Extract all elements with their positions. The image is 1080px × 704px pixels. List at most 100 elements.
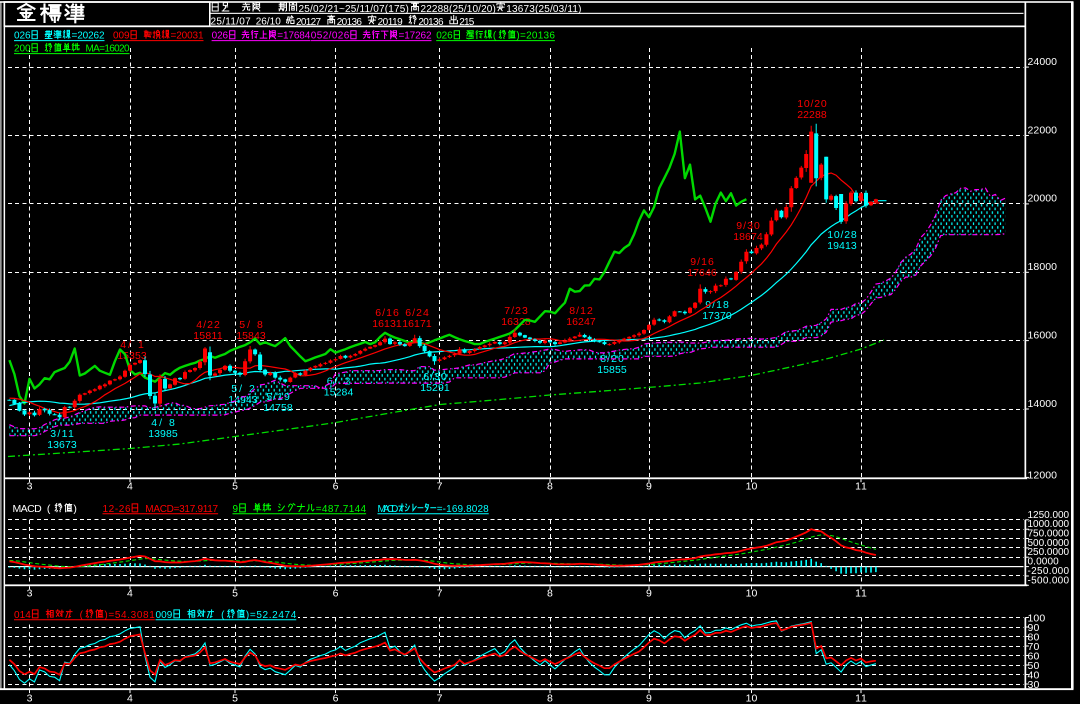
svg-text:1000.000: 1000.000: [1028, 519, 1070, 530]
svg-text:18674: 18674: [733, 231, 763, 243]
svg-text:11: 11: [855, 481, 867, 493]
svg-text:6/24: 6/24: [405, 307, 429, 319]
svg-text:20127: 20127: [296, 17, 322, 28]
svg-text:11: 11: [855, 693, 867, 704]
svg-text:(: (: [47, 503, 51, 515]
svg-text:70: 70: [1028, 641, 1040, 653]
svg-text:)=52.2474: )=52.2474: [246, 610, 297, 621]
svg-text:5: 5: [232, 588, 238, 600]
svg-text:22288: 22288: [797, 109, 827, 121]
svg-text:026: 026: [212, 31, 229, 42]
svg-text:4/22: 4/22: [196, 319, 220, 331]
svg-text:26/10: 26/10: [256, 16, 282, 27]
svg-text:5: 5: [232, 481, 238, 493]
svg-text:MACD=317.9117: MACD=317.9117: [145, 504, 218, 515]
svg-text:MACD: MACD: [378, 504, 399, 515]
svg-text:9/30: 9/30: [736, 220, 760, 232]
svg-text:=-169.8028: =-169.8028: [437, 504, 489, 515]
svg-text:22288(25/10/20): 22288(25/10/20): [421, 4, 496, 15]
svg-text:200: 200: [14, 44, 31, 55]
svg-text:1250.000: 1250.000: [1028, 510, 1070, 521]
svg-text:12000: 12000: [1028, 470, 1058, 482]
svg-text:80: 80: [1028, 631, 1040, 643]
svg-text:60: 60: [1028, 650, 1040, 662]
svg-text:215: 215: [459, 17, 475, 28]
svg-text:6/16: 6/16: [375, 307, 399, 319]
svg-text:9: 9: [233, 504, 239, 515]
svg-text:-250.000: -250.000: [1028, 566, 1070, 577]
svg-text:13673: 13673: [47, 439, 77, 451]
svg-text:17370: 17370: [702, 310, 732, 322]
svg-text:16000: 16000: [1028, 329, 1058, 341]
svg-text:10/28: 10/28: [827, 229, 857, 241]
svg-text:15291: 15291: [420, 382, 450, 394]
svg-text:16171: 16171: [402, 318, 432, 330]
svg-text:7/23: 7/23: [504, 305, 528, 317]
svg-text:25/02/21~25/11/07(175): 25/02/21~25/11/07(175): [299, 4, 409, 15]
svg-text:10: 10: [746, 481, 758, 493]
svg-text:22000: 22000: [1028, 124, 1058, 136]
svg-text:10/20: 10/20: [797, 98, 827, 110]
svg-text:14758: 14758: [263, 402, 293, 414]
svg-text:50: 50: [1028, 660, 1040, 672]
svg-text:100: 100: [1028, 612, 1046, 624]
svg-text:8: 8: [547, 588, 553, 600]
svg-text:7: 7: [437, 588, 443, 600]
svg-text:15811: 15811: [193, 330, 223, 342]
svg-text:)=54.3081: )=54.3081: [104, 610, 155, 621]
svg-text:7: 7: [437, 481, 443, 493]
svg-text:3: 3: [27, 481, 33, 493]
svg-text:13985: 13985: [148, 428, 178, 440]
svg-text:18000: 18000: [1028, 261, 1058, 273]
svg-text:): ): [73, 503, 77, 515]
svg-text:15284: 15284: [324, 387, 354, 399]
svg-text:250.0000: 250.0000: [1028, 547, 1070, 558]
svg-text:13673(25/03/11): 13673(25/03/11): [506, 4, 581, 15]
svg-text:16247: 16247: [566, 316, 596, 328]
svg-text:6: 6: [333, 693, 339, 704]
svg-text:9: 9: [646, 481, 652, 493]
svg-text:10: 10: [746, 693, 758, 704]
svg-text:11: 11: [855, 588, 867, 600]
svg-text:15843: 15843: [236, 330, 266, 342]
svg-text:17646: 17646: [687, 267, 717, 279]
svg-text:25/11/07: 25/11/07: [211, 16, 252, 27]
svg-text:90: 90: [1028, 622, 1040, 634]
svg-text:0.0000: 0.0000: [1028, 557, 1060, 568]
svg-text:20136: 20136: [418, 17, 444, 28]
svg-text:750.0000: 750.0000: [1028, 529, 1070, 540]
svg-text:24000: 24000: [1028, 56, 1058, 68]
svg-text:6: 6: [333, 588, 339, 600]
svg-text:=17262: =17262: [399, 31, 432, 42]
svg-text:3: 3: [27, 588, 33, 600]
svg-text:3: 3: [27, 693, 33, 704]
svg-text:6: 6: [333, 481, 339, 493]
svg-text:026: 026: [14, 31, 31, 42]
svg-text:052/026: 052/026: [311, 31, 350, 42]
svg-text:19413: 19413: [827, 240, 857, 252]
svg-text:4: 4: [127, 693, 133, 704]
svg-text:16131: 16131: [372, 318, 402, 330]
svg-text:9: 9: [646, 693, 652, 704]
svg-text:(: (: [80, 610, 84, 621]
svg-text:MA=16020: MA=16020: [86, 44, 130, 55]
svg-text:(: (: [221, 610, 225, 621]
svg-text:30: 30: [1028, 679, 1040, 691]
svg-text:14000: 14000: [1028, 398, 1058, 410]
svg-text:15855: 15855: [597, 364, 627, 376]
svg-text:8/12: 8/12: [569, 305, 593, 317]
svg-text:9: 9: [646, 588, 652, 600]
svg-text:014: 014: [14, 610, 31, 621]
svg-text:12-26: 12-26: [103, 504, 131, 515]
svg-text:026: 026: [436, 31, 453, 42]
svg-text:4: 4: [127, 588, 133, 600]
svg-text:20119: 20119: [378, 17, 404, 28]
svg-text:20136: 20136: [337, 17, 363, 28]
svg-text:=487.7144: =487.7144: [316, 504, 367, 515]
svg-text:7: 7: [437, 693, 443, 704]
svg-text:009: 009: [113, 31, 130, 42]
svg-text:40: 40: [1028, 669, 1040, 681]
svg-text:16328: 16328: [501, 316, 531, 328]
svg-text:5: 5: [232, 693, 238, 704]
svg-text:500.0000: 500.0000: [1028, 538, 1070, 549]
